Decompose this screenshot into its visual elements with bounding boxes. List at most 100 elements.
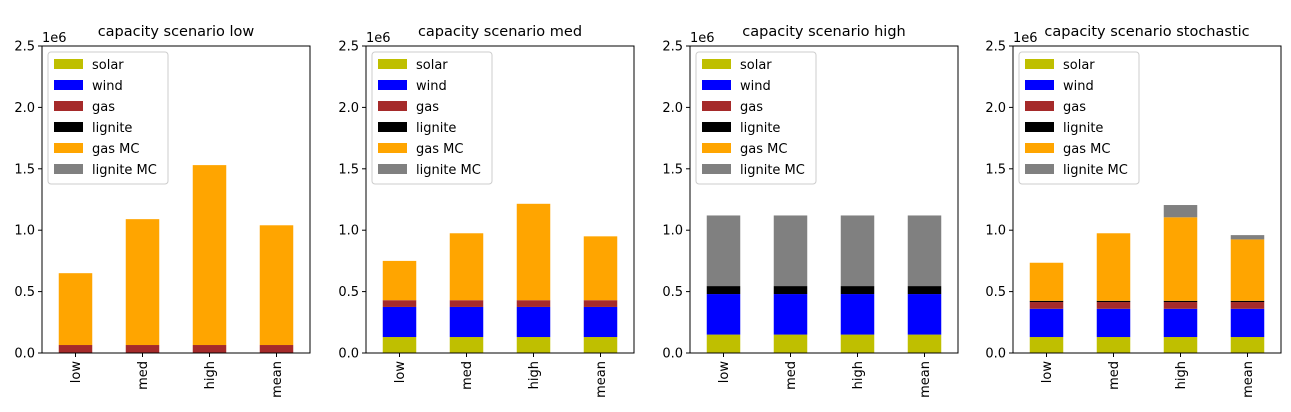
chart-panel-1: capacity scenario med 1e6 0.0 0.5 1.0 1.5 2.0 2… [338,24,635,398]
axes-frame [689,45,959,354]
legend-label: lignite MC [416,163,481,178]
legend-label: gas MC [92,142,139,157]
bar-lignite-MC-high [1163,205,1198,218]
y-tick-label: 1.5 [662,162,683,177]
y-tick-label: 1.0 [14,224,35,239]
legend-label: gas MC [416,142,463,157]
legend-swatch [378,80,407,90]
y-tick-label: 0.5 [14,285,35,300]
legend-swatch [378,164,407,174]
bar-wind-low [1029,308,1064,338]
legend-swatch [1025,164,1054,174]
legend: solar wind gas lignite gas MC lignite MC [47,51,169,185]
x-tick-label: med [1107,361,1122,390]
bar-gas-MC-low [58,273,93,346]
y-tick-label: 1.0 [662,224,683,239]
bar-solar-high [840,334,875,353]
bar-solar-low [706,334,741,353]
legend-swatch [54,101,83,111]
bar-wind-med [449,306,484,338]
x-tick-label: high [1174,361,1189,389]
legend-label: lignite MC [92,163,157,178]
legend-label: wind [1063,79,1094,94]
y-tick-label: 1.0 [985,224,1006,239]
bar-solar-low [382,337,417,353]
legend-label: solar [416,58,448,73]
axis-offset-label: 1e6 [366,31,391,46]
legend: solar wind gas lignite gas MC lignite MC [371,51,493,185]
bar-solar-mean [583,337,618,353]
y-tick-label: 2.0 [662,101,683,116]
legend-label: lignite MC [740,163,805,178]
y-tick-label: 2.5 [14,40,35,55]
bar-gas-mean [583,300,618,307]
legend-swatch [702,143,731,153]
chart-panel-0: capacity scenario low 1e6 0.0 0.5 1.0 1.5 2.0 2… [14,24,311,398]
bar-lignite-MC-high [840,215,875,287]
y-tick-label: 0.0 [662,347,683,362]
bar-wind-med [1096,308,1131,338]
legend-label: gas [416,100,439,115]
chart-panel-3: capacity scenario stochastic 1e6 0.0 0.5 1.0… [985,24,1282,398]
legend-swatch [1025,80,1054,90]
y-tick-label: 0.5 [662,285,683,300]
y-tick-label: 2.0 [338,101,359,116]
axes-frame [41,45,311,354]
bar-lignite-low [706,286,741,295]
bar-gas-MC-med [449,233,484,301]
axes-frame [365,45,635,354]
x-tick-label: mean [594,361,609,398]
bar-lignite-high [840,286,875,295]
bar-solar-med [449,337,484,353]
y-tick-label: 0.0 [338,347,359,362]
bar-wind-high [840,294,875,335]
bar-lignite-med [1096,300,1131,303]
bar-gas-MC-mean [583,236,618,301]
bar-wind-mean [583,306,618,338]
y-tick-label: 0.5 [985,285,1006,300]
legend-label: lignite [416,121,456,136]
legend-label: gas [740,100,763,115]
y-tick-label: 1.0 [338,224,359,239]
x-tick-label: med [784,361,799,390]
legend-swatch [378,143,407,153]
bar-gas-low [58,345,93,353]
bar-solar-med [773,334,808,353]
legend-label: gas MC [740,142,787,157]
bar-gas-MC-med [125,219,160,346]
axis-offset-label: 1e6 [1013,31,1038,46]
bar-gas-MC-high [192,165,227,346]
legend-swatch [378,101,407,111]
legend-swatch [378,122,407,132]
y-tick-label: 2.5 [985,40,1006,55]
bar-solar-high [1163,337,1198,353]
bar-wind-low [706,294,741,335]
bar-gas-low [1029,302,1064,309]
legend: solar wind gas lignite gas MC lignite MC [695,51,817,185]
legend-label: solar [1063,58,1095,73]
legend: solar wind gas lignite gas MC lignite MC [1018,51,1140,185]
bar-solar-mean [1230,337,1265,353]
bar-gas-MC-mean [259,225,294,346]
legend-swatch [54,80,83,90]
legend-label: lignite [92,121,132,136]
legend-label: gas [1063,100,1086,115]
y-tick-label: 2.0 [985,101,1006,116]
bar-wind-high [1163,308,1198,338]
legend-label: lignite [740,121,780,136]
x-tick-label: low [69,361,84,384]
y-tick-label: 0.0 [985,347,1006,362]
bar-wind-mean [1230,308,1265,338]
x-tick-label: med [460,361,475,390]
bar-gas-MC-low [1029,262,1064,301]
legend-label: gas MC [1063,142,1110,157]
bar-gas-low [382,300,417,307]
x-tick-label: low [1040,361,1055,384]
y-tick-label: 2.0 [14,101,35,116]
bar-gas-MC-mean [1230,239,1265,301]
bar-gas-MC-high [516,203,551,301]
legend-label: wind [92,79,123,94]
bar-solar-mean [907,334,942,353]
bar-wind-med [773,294,808,335]
